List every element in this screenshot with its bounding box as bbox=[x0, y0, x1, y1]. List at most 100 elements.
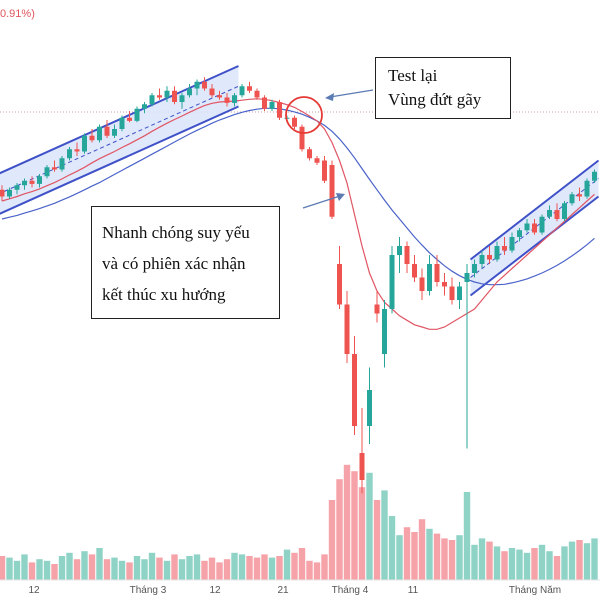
candle-body bbox=[427, 264, 432, 291]
volume-bars bbox=[0, 464, 598, 580]
candle-body bbox=[562, 203, 567, 219]
annotation-line: Test lại bbox=[388, 66, 438, 85]
volume-bar bbox=[43, 560, 51, 580]
volume-bar bbox=[531, 548, 538, 580]
volume-bar bbox=[261, 554, 268, 580]
candle-body bbox=[367, 390, 372, 426]
candle-body bbox=[337, 264, 342, 305]
candle-body bbox=[239, 86, 245, 96]
candle-body bbox=[524, 223, 530, 231]
volume-bar bbox=[493, 546, 501, 580]
candle-body bbox=[472, 264, 477, 273]
volume-bar bbox=[591, 538, 598, 580]
volume-bar bbox=[328, 500, 336, 580]
candle-body bbox=[112, 129, 117, 136]
volume-bar bbox=[403, 527, 411, 580]
candle-body bbox=[224, 97, 230, 103]
candle-body bbox=[119, 117, 125, 129]
candle-body bbox=[434, 264, 440, 282]
volume-bar bbox=[118, 560, 126, 580]
candle-body bbox=[389, 255, 395, 309]
volume-bar bbox=[456, 535, 463, 580]
volume-bar bbox=[268, 557, 276, 580]
volume-bar bbox=[463, 492, 471, 580]
annotation-line: Nhanh chóng suy yếu bbox=[102, 223, 250, 242]
volume-bar bbox=[208, 557, 216, 580]
volume-bar bbox=[576, 540, 583, 580]
volume-bar bbox=[148, 552, 156, 580]
volume-bar bbox=[508, 548, 516, 580]
candle-body bbox=[502, 246, 507, 251]
x-tick-label: Tháng 4 bbox=[332, 585, 369, 596]
candle-body bbox=[322, 160, 327, 181]
volume-bar bbox=[298, 548, 306, 580]
volume-bar bbox=[283, 549, 291, 580]
candle-body bbox=[344, 304, 350, 354]
volume-bar bbox=[583, 543, 591, 580]
candle-body bbox=[232, 95, 237, 103]
x-tick-label: 21 bbox=[277, 585, 289, 596]
volume-bar bbox=[418, 519, 426, 580]
channel-lower-line bbox=[0, 105, 239, 215]
candle-body bbox=[127, 117, 132, 121]
volume-bar bbox=[126, 562, 133, 580]
volume-bar bbox=[433, 533, 441, 580]
candle-body bbox=[74, 149, 80, 152]
volume-bar bbox=[358, 487, 366, 580]
volume-bar bbox=[66, 552, 73, 580]
candle-body bbox=[404, 246, 410, 264]
channel-upper-line bbox=[469, 159, 600, 261]
candle-body bbox=[202, 81, 207, 89]
retest-annotation-box: Test lại Vùng đứt gãy bbox=[375, 57, 511, 119]
candle-body bbox=[374, 304, 380, 314]
candle-body bbox=[554, 210, 560, 219]
candle-body bbox=[89, 135, 95, 141]
candle-body bbox=[292, 117, 297, 127]
volume-bar bbox=[133, 556, 141, 580]
candle-body bbox=[314, 158, 320, 163]
volume-bar bbox=[313, 562, 321, 580]
candle-body bbox=[397, 246, 402, 255]
volume-bar bbox=[478, 538, 486, 580]
volume-bar bbox=[366, 472, 373, 580]
volume-bar bbox=[111, 557, 118, 580]
x-tick-label: 12 bbox=[28, 585, 40, 596]
candlesticks bbox=[0, 77, 597, 494]
candle-body bbox=[179, 95, 185, 102]
volume-bar bbox=[246, 556, 253, 580]
volume-bar bbox=[28, 562, 36, 580]
candle-body bbox=[194, 81, 200, 89]
volume-bar bbox=[411, 532, 418, 580]
candle-body bbox=[494, 246, 500, 260]
volume-bar bbox=[471, 544, 478, 580]
candle-body bbox=[382, 309, 387, 354]
candle-body bbox=[254, 90, 260, 98]
volume-bar bbox=[13, 560, 21, 580]
candle-body bbox=[449, 286, 455, 300]
candle-body bbox=[14, 185, 20, 190]
volume-bar bbox=[193, 554, 201, 580]
candle-body bbox=[134, 108, 140, 121]
volume-bar bbox=[156, 557, 163, 580]
candle-body bbox=[352, 354, 357, 426]
volume-bar bbox=[523, 552, 531, 580]
candle-body bbox=[539, 216, 545, 233]
volume-bar bbox=[426, 528, 433, 580]
volume-bar bbox=[253, 557, 261, 580]
moving-averages bbox=[1, 98, 595, 330]
ma-red-line bbox=[1, 98, 595, 330]
volume-bar bbox=[546, 551, 553, 580]
volume-bar bbox=[81, 551, 88, 580]
candle-body bbox=[457, 286, 462, 300]
volume-bar bbox=[231, 552, 238, 580]
candle-body bbox=[22, 180, 27, 186]
candle-body bbox=[329, 165, 335, 217]
candle-body bbox=[517, 230, 522, 237]
volume-bar bbox=[141, 559, 148, 580]
candle-body bbox=[247, 86, 252, 91]
volume-bar bbox=[561, 546, 568, 580]
ma-blue-line bbox=[1, 107, 595, 286]
volume-bar bbox=[178, 559, 186, 580]
candle-body bbox=[52, 167, 57, 170]
